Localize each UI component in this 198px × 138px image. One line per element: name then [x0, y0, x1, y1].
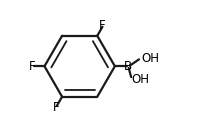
Text: OH: OH: [131, 73, 149, 86]
Text: B: B: [124, 60, 132, 73]
Text: OH: OH: [142, 52, 160, 65]
Text: F: F: [53, 101, 60, 114]
Text: F: F: [98, 19, 105, 32]
Text: F: F: [29, 60, 36, 73]
